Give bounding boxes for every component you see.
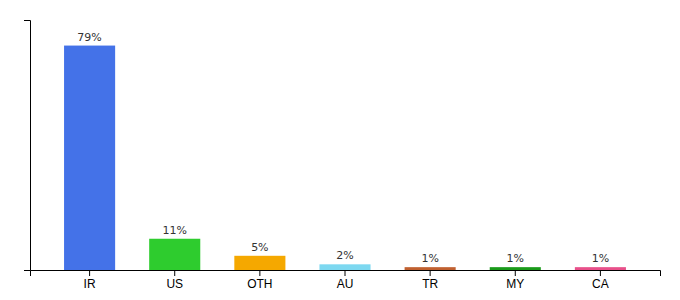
x-tick: CA xyxy=(592,270,609,291)
data-label: 2% xyxy=(336,249,353,262)
x-tick-label: CA xyxy=(592,277,609,291)
bar xyxy=(234,256,285,270)
data-label: 11% xyxy=(163,224,187,237)
x-tick: TR xyxy=(422,270,438,291)
x-axis: IR US OTH AU TR MY CA xyxy=(31,270,661,291)
data-label: 1% xyxy=(421,252,438,265)
x-tick-mark xyxy=(89,270,90,276)
x-tick-label: US xyxy=(166,277,183,291)
y-axis-line xyxy=(24,21,31,271)
x-tick: IR xyxy=(84,270,96,291)
bar xyxy=(490,267,541,270)
x-tick-label: IR xyxy=(84,277,96,291)
bar xyxy=(149,239,200,270)
x-tick-label: TR xyxy=(422,277,438,291)
data-label: 79% xyxy=(77,31,101,44)
x-tick: MY xyxy=(506,270,524,291)
data-labels: 79% 11% 5% 2% 1% 1% 1% xyxy=(77,31,609,266)
x-tick: OTH xyxy=(247,270,272,291)
bar xyxy=(575,267,626,270)
data-label: 1% xyxy=(507,252,524,265)
plot: IR US OTH AU TR MY CA 79% 11% 5% 2% 1% 1% 1% xyxy=(24,21,661,291)
x-tick-mark xyxy=(430,270,431,276)
x-tick-label: OTH xyxy=(247,277,272,291)
bar xyxy=(405,267,456,270)
x-tick-mark xyxy=(600,270,601,276)
x-tick-label: MY xyxy=(506,277,524,291)
x-axis-line xyxy=(31,271,661,277)
bars xyxy=(64,46,626,270)
data-label: 5% xyxy=(251,241,268,254)
x-tick-mark xyxy=(345,270,346,276)
bar xyxy=(319,264,370,270)
x-tick-mark xyxy=(174,270,175,276)
chart: IR US OTH AU TR MY CA 79% 11% 5% 2% 1% 1% 1% xyxy=(0,0,680,300)
y-axis xyxy=(24,21,31,271)
x-tick-mark xyxy=(259,270,260,276)
x-tick: AU xyxy=(337,270,354,291)
bar xyxy=(64,46,115,270)
data-label: 1% xyxy=(592,252,609,265)
x-tick: US xyxy=(166,270,183,291)
x-tick-mark xyxy=(515,270,516,276)
x-tick-label: AU xyxy=(337,277,354,291)
